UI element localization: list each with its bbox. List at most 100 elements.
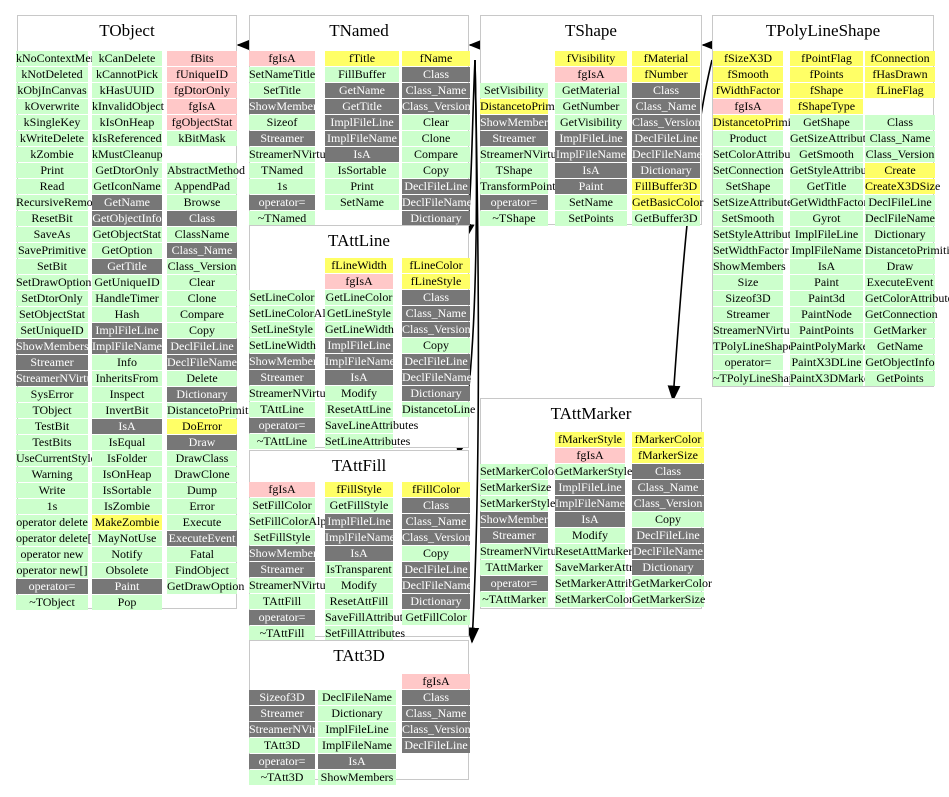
member-cell: Dictionary — [865, 227, 935, 242]
class-title: TAtt3D — [333, 646, 385, 665]
member-cell: ClassName — [167, 227, 237, 242]
member-cell: TAttFill — [249, 594, 315, 609]
member-cell: fgIsA — [325, 274, 393, 289]
member-cell: ShowMembers — [249, 354, 322, 369]
member-cell: GetObjectInfo — [865, 355, 935, 370]
member-cell: FillBuffer — [325, 67, 399, 82]
member-cell: InvertBit — [92, 403, 162, 418]
member-cell: ~TAtt3D — [249, 770, 315, 785]
member-cell: Sizeof3D — [249, 690, 315, 705]
member-cell: Class_Version — [632, 496, 704, 511]
member-cell: fgDtorOnly — [167, 83, 237, 98]
member-cell: ImplFileLine — [325, 115, 399, 130]
member-cell: DeclFileName — [167, 355, 237, 370]
member-cell: GetLineWidth — [325, 322, 394, 337]
class-title: TAttMarker — [550, 404, 632, 423]
inheritance-arrow-tshape-to-tatt3d — [466, 59, 480, 644]
member-cell: Class_Version — [402, 722, 471, 737]
member-cell: GetName — [92, 195, 162, 210]
member-cell: GetOption — [92, 243, 162, 258]
class-title: TNamed — [329, 21, 389, 40]
member-cell: Modify — [325, 386, 393, 401]
member-cell: Class_Name — [402, 706, 470, 721]
member-cell: ~TAttLine — [249, 434, 315, 449]
class-title: TPolyLineShape — [765, 21, 881, 40]
member-cell: Dictionary — [632, 560, 704, 575]
member-cell: Streamer — [713, 307, 783, 322]
member-cell: SetLineStyle — [249, 322, 315, 337]
member-cell: TAtt3D — [249, 738, 315, 753]
member-cell: Pop — [92, 595, 162, 610]
member-cell: SaveFillAttributes — [325, 610, 413, 625]
member-cell: Size — [713, 275, 783, 290]
member-cell: ~TNamed — [249, 211, 315, 226]
member-cell: fgObjectStat — [167, 115, 237, 130]
member-cell: TPolyLineShape — [713, 339, 794, 354]
member-cell: fLineStyle — [402, 274, 470, 289]
member-cell: Class — [402, 67, 470, 82]
member-cell: GetColorAttribute — [865, 291, 949, 306]
member-cell: DrawClone — [167, 467, 237, 482]
member-cell: Streamer — [480, 131, 548, 146]
member-cell: Class_Version — [167, 259, 237, 274]
member-cell: Paint — [92, 579, 162, 594]
member-cell: MayNotUse — [92, 531, 162, 546]
member-cell: ResetAttFill — [325, 594, 393, 609]
member-cell: SetFillColor — [249, 498, 315, 513]
member-cell: IsSortable — [92, 483, 162, 498]
member-cell: operator= — [249, 195, 315, 210]
member-cell: SetConnection — [713, 163, 784, 178]
member-cell: SetMarkerColorAlpha — [480, 464, 588, 479]
member-cell: kHasUUID — [92, 83, 162, 98]
member-cell: RecursiveRemove — [16, 195, 104, 210]
member-cell: SetName — [325, 195, 399, 210]
member-cell: ImplFileLine — [790, 227, 863, 242]
member-cell: Dictionary — [402, 386, 470, 401]
class-title: TAttLine — [328, 231, 390, 250]
member-cell: GetUniqueID — [92, 275, 162, 290]
member-cell: Sizeof3D — [713, 291, 783, 306]
member-cell: GetWidthFactor — [790, 195, 868, 210]
member-cell: DrawClass — [167, 451, 237, 466]
member-cell: PaintX3DMarker — [790, 371, 874, 386]
member-cell: TObject — [16, 403, 88, 418]
member-cell: DeclFileLine — [402, 738, 470, 753]
member-cell: kObjInCanvas — [16, 83, 88, 98]
member-cell: ~TShape — [480, 211, 548, 226]
member-cell: kSingleKey — [16, 115, 88, 130]
member-cell: SysError — [16, 387, 88, 402]
member-cell: DeclFileName — [402, 195, 472, 210]
member-cell: DistancetoPrimitive — [480, 99, 576, 114]
member-cell: Class_Version — [402, 322, 471, 337]
member-cell: Delete — [167, 371, 237, 386]
member-cell: Class_Name — [402, 514, 470, 529]
member-cell: operator= — [249, 754, 315, 769]
member-cell: GetConnection — [865, 307, 938, 322]
member-cell: fgIsA — [402, 674, 470, 689]
member-cell: SetSmooth — [713, 211, 783, 226]
member-cell: SetMarkerColor — [555, 592, 633, 607]
member-cell: CreateX3DSize — [865, 179, 941, 194]
member-cell: DeclFileLine — [865, 195, 935, 210]
member-cell: GetStyleAttribute — [790, 163, 876, 178]
member-cell: StreamerNVirtual — [480, 544, 566, 559]
member-cell: DistancetoPrimitive — [713, 115, 809, 130]
member-cell: StreamerNVirtual — [713, 323, 799, 338]
member-cell: IsSortable — [325, 163, 399, 178]
member-cell: fConnection — [865, 51, 935, 66]
member-cell: GetShape — [790, 115, 863, 130]
member-cell: DistancetoPrimitive — [167, 403, 263, 418]
member-cell: fFillColor — [402, 482, 470, 497]
member-cell: IsA — [92, 419, 162, 434]
member-cell: SetName — [555, 195, 627, 210]
member-cell: SetBit — [16, 259, 88, 274]
member-cell: ImplFileLine — [555, 480, 625, 495]
member-cell: SetVisibility — [480, 83, 548, 98]
member-cell: DeclFileLine — [632, 131, 700, 146]
member-cell: GetBuffer3D — [632, 211, 700, 226]
member-cell: Copy — [402, 163, 470, 178]
member-cell: Dictionary — [632, 163, 700, 178]
member-cell: SetMarkerAttributes — [555, 576, 654, 591]
member-cell: fUniqueID — [167, 67, 237, 82]
